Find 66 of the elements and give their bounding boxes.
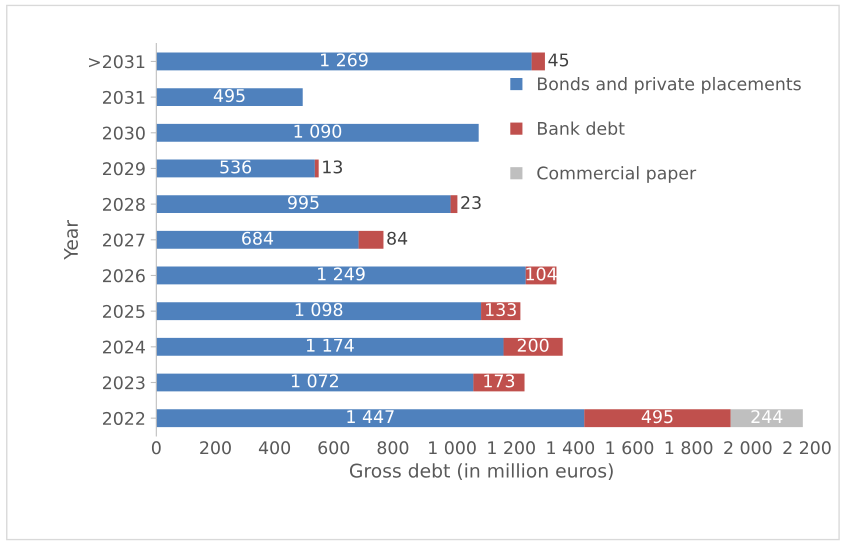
bar [156, 409, 584, 428]
y-tick-label: >2031 [89, 55, 144, 68]
y-tick-label: 2028 [102, 198, 145, 211]
data-label: 133 [486, 303, 516, 316]
x-tick-label: 1 000 [429, 441, 476, 454]
x-tick-label: 2 200 [783, 441, 831, 454]
data-label: 244 [751, 410, 782, 423]
data-label: 495 [214, 89, 245, 102]
x-tick-label: 1 200 [488, 441, 535, 454]
data-label: 1 090 [294, 124, 342, 138]
bar [156, 338, 504, 356]
legend-label: Commercial paper [537, 166, 696, 183]
y-tick-label: 2023 [102, 376, 145, 390]
bar [156, 374, 474, 392]
bar [156, 230, 359, 249]
x-tick-label: 200 [200, 441, 231, 454]
bar [358, 230, 384, 249]
y-tick-label: 2026 [102, 269, 145, 282]
bar [156, 302, 482, 320]
data-label: 995 [288, 196, 319, 210]
data-label: 536 [220, 160, 252, 174]
data-label: 1 269 [321, 53, 368, 66]
data-label: 23 [461, 196, 481, 210]
x-tick-label: 400 [258, 441, 290, 454]
data-label: 1 447 [347, 410, 394, 423]
data-label: 173 [484, 374, 514, 388]
x-tick-label: 600 [318, 441, 350, 454]
y-tick-label: 2022 [102, 412, 144, 426]
bar [156, 52, 532, 70]
data-label: 495 [642, 410, 673, 424]
x-tick-label: 1 400 [547, 441, 594, 454]
data-label: 1 098 [296, 303, 342, 316]
bar [156, 160, 315, 178]
x-tick-label: 2 000 [724, 441, 772, 454]
y-tick-label: 2031 [102, 90, 144, 104]
bar [156, 88, 303, 106]
data-label: 45 [548, 54, 568, 66]
bar [156, 266, 526, 284]
legend-label: Bank debt [538, 122, 625, 135]
data-label: 1 174 [306, 338, 354, 352]
x-axis-title: Gross debt (in million euros) [350, 463, 613, 480]
data-label: 200 [518, 338, 549, 352]
x-tick-label: 1 800 [666, 441, 712, 454]
legend-label: Bonds and private placements [538, 76, 801, 94]
data-label: 684 [242, 232, 274, 245]
bar [156, 124, 479, 142]
x-tick-label: 1 600 [606, 441, 654, 454]
y-tick-label: 2027 [102, 234, 144, 247]
bar [730, 409, 803, 428]
data-label: 84 [387, 232, 408, 245]
y-axis-title: Year [64, 220, 78, 260]
data-label: 1 249 [318, 267, 365, 281]
bar [450, 195, 458, 214]
data-label: 104 [526, 267, 557, 281]
y-tick-label: 2024 [102, 340, 145, 354]
x-tick-label: 800 [378, 441, 408, 454]
x-tick-label: 0 [152, 441, 161, 454]
bar [156, 195, 451, 214]
data-label: 1 072 [292, 374, 338, 388]
bar [532, 52, 545, 70]
data-label: 13 [323, 160, 342, 174]
bar [314, 160, 319, 178]
y-tick-label: 2025 [102, 304, 144, 318]
bar [584, 409, 731, 428]
y-tick-label: 2030 [102, 126, 145, 140]
y-tick-label: 2029 [102, 162, 145, 176]
